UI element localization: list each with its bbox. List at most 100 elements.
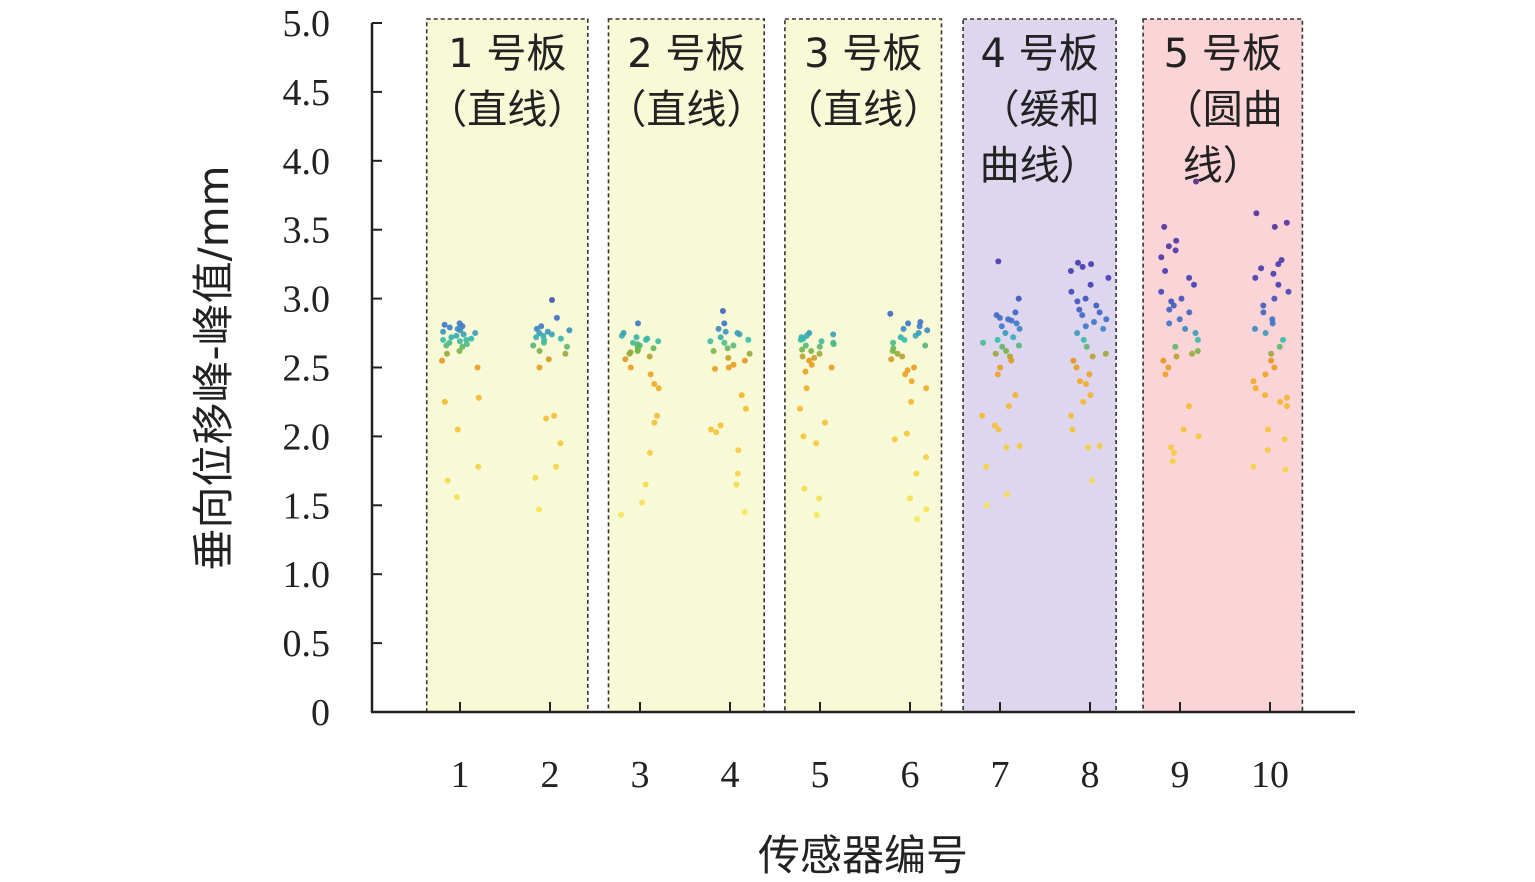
group-label-1-line-1: 1 号板 <box>448 31 566 77</box>
group-label-2-line-2: （直线） <box>606 87 766 133</box>
point-sensor-4-16 <box>741 357 748 364</box>
point-sensor-8-13 <box>1079 312 1086 319</box>
point-sensor-1-10 <box>453 332 460 339</box>
point-sensor-7-24 <box>1005 403 1012 410</box>
point-sensor-1-25 <box>441 398 448 405</box>
point-sensor-4-19 <box>712 365 718 372</box>
point-sensor-8-26 <box>1077 378 1083 385</box>
point-sensor-1-28 <box>444 477 451 484</box>
point-sensor-2-25 <box>536 506 542 513</box>
point-sensor-6-23 <box>908 398 915 405</box>
point-sensor-6-5 <box>900 325 907 332</box>
point-sensor-5-16 <box>811 354 818 361</box>
group-label-4-line-2: （缓和 <box>980 87 1100 133</box>
point-sensor-6-1 <box>887 310 894 317</box>
point-sensor-5-28 <box>813 511 820 518</box>
point-sensor-5-25 <box>813 440 820 447</box>
point-sensor-6-15 <box>894 350 901 357</box>
point-sensor-6-11 <box>890 339 897 346</box>
x-ticks: 1 2 3 4 5 6 7 8 9 10 <box>451 702 1289 796</box>
point-sensor-3-7 <box>655 338 662 345</box>
y-tick-label: 1.0 <box>283 554 331 596</box>
point-sensor-10-31 <box>1281 436 1288 443</box>
point-sensor-2-15 <box>564 343 570 350</box>
point-sensor-1-19 <box>459 343 466 350</box>
point-sensor-4-1 <box>719 308 726 314</box>
point-sensor-1-18 <box>443 342 450 349</box>
point-sensor-7-10 <box>1016 325 1023 332</box>
point-sensor-3-28 <box>618 511 624 518</box>
point-sensor-6-18 <box>911 364 917 371</box>
point-sensor-6-21 <box>908 378 915 385</box>
group-backgrounds <box>425 18 1304 713</box>
group-label-5-line-2: （圆曲 <box>1163 87 1283 133</box>
point-sensor-10-6 <box>1258 265 1265 272</box>
point-sensor-9-28 <box>1186 403 1192 410</box>
point-sensor-7-26 <box>991 422 998 429</box>
y-tick-label: 3.0 <box>283 279 331 321</box>
point-sensor-7-30 <box>983 463 990 470</box>
point-sensor-5-18 <box>808 361 815 368</box>
point-sensor-8-1 <box>1075 259 1081 266</box>
point-sensor-8-12 <box>1096 309 1103 316</box>
point-sensor-7-8 <box>1013 320 1020 327</box>
x-tick-label: 2 <box>541 754 560 796</box>
point-sensor-3-27 <box>639 499 646 506</box>
point-sensor-4-23 <box>708 426 714 433</box>
point-sensor-4-17 <box>730 361 737 368</box>
point-sensor-6-8 <box>912 332 919 339</box>
point-sensor-4-8 <box>745 336 752 343</box>
point-sensor-7-12 <box>1010 334 1017 341</box>
point-sensor-1-8 <box>472 330 479 336</box>
point-sensor-4-9 <box>707 338 714 345</box>
point-sensor-9-8 <box>1186 274 1193 281</box>
point-sensor-9-3 <box>1173 237 1180 244</box>
point-sensor-9-33 <box>1169 458 1176 465</box>
point-sensor-4-27 <box>733 481 740 488</box>
x-tick-label: 3 <box>631 754 650 796</box>
point-sensor-9-30 <box>1195 433 1202 440</box>
point-sensor-10-11 <box>1271 295 1278 302</box>
point-sensor-4-10 <box>721 339 728 346</box>
point-sensor-5-19 <box>828 364 835 371</box>
point-sensor-8-3 <box>1079 263 1086 270</box>
point-sensor-7-17 <box>1003 348 1010 354</box>
point-sensor-3-8 <box>630 339 636 346</box>
point-sensor-5-24 <box>800 433 807 440</box>
point-sensor-2-20 <box>551 412 558 419</box>
point-sensor-7-21 <box>997 364 1004 371</box>
point-sensor-9-18 <box>1182 325 1189 332</box>
point-sensor-8-28 <box>1087 392 1094 399</box>
point-sensor-8-11 <box>1076 306 1083 313</box>
point-sensor-6-16 <box>899 353 906 360</box>
point-sensor-8-32 <box>1096 443 1103 449</box>
point-sensor-1-17 <box>463 341 470 348</box>
y-tick-label: 0 <box>311 692 330 734</box>
point-sensor-1-14 <box>440 336 447 343</box>
point-sensor-10-33 <box>1250 463 1257 470</box>
point-sensor-10-23 <box>1262 371 1269 378</box>
point-sensor-8-14 <box>1103 316 1110 323</box>
point-sensor-8-25 <box>1086 371 1093 378</box>
point-sensor-9-7 <box>1162 268 1169 274</box>
group-label-5-line-3: 线） <box>1183 143 1263 189</box>
point-sensor-1-11 <box>448 334 455 341</box>
point-sensor-4-15 <box>725 354 732 361</box>
point-sensor-10-13 <box>1260 309 1267 316</box>
point-sensor-9-2 <box>1161 223 1168 230</box>
point-sensor-1-9 <box>460 331 467 338</box>
group-label-1-line-2: （直线） <box>427 87 587 133</box>
group-label-4-line-1: 4 号板 <box>981 31 1099 77</box>
point-sensor-6-24 <box>903 430 910 437</box>
group-box-1 <box>425 18 589 713</box>
point-sensor-9-32 <box>1171 449 1178 456</box>
x-tick-label: 4 <box>721 754 740 796</box>
point-sensor-4-24 <box>713 429 720 436</box>
point-sensor-7-18 <box>992 350 999 357</box>
point-sensor-10-18 <box>1280 336 1286 343</box>
point-sensor-1-4 <box>446 324 453 331</box>
point-sensor-5-27 <box>816 495 823 502</box>
y-tick-label: 2.0 <box>283 416 331 458</box>
